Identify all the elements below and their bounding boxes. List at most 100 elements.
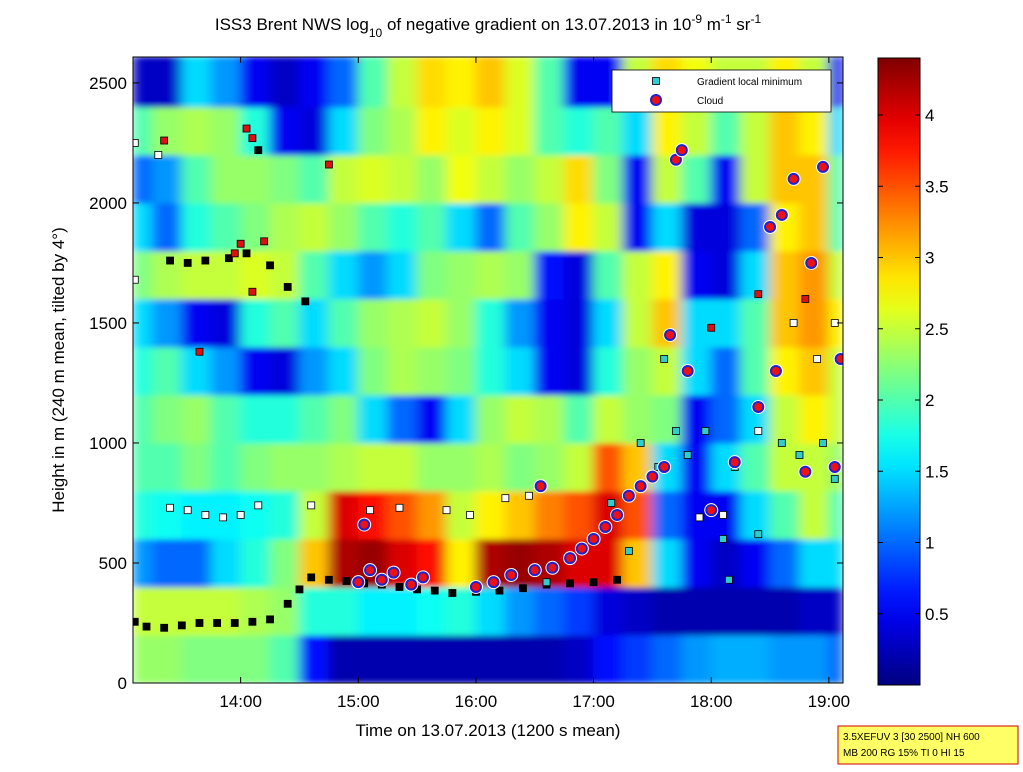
- heat-cell: [504, 250, 536, 300]
- heat-cell: [328, 346, 359, 396]
- colorbar: 0.5 1 1.5 2 2.5 3 3.5 4: [877, 57, 949, 686]
- heat-cell: [446, 634, 477, 683]
- heat-cell: [133, 538, 153, 588]
- marker-circle: [375, 573, 388, 586]
- heat-cell: [622, 250, 653, 300]
- marker-circle: [534, 480, 547, 493]
- x-tick-label: 18:00: [690, 692, 733, 711]
- heat-cell: [534, 298, 565, 348]
- heat-cell: [769, 538, 800, 588]
- marker-circle: [575, 542, 588, 555]
- marker-square: [236, 511, 245, 519]
- colorbar-tick-label: 3.5: [925, 177, 949, 196]
- heat-cell: [416, 202, 448, 252]
- heat-cell: [534, 57, 565, 108]
- marker-circle: [650, 94, 662, 106]
- marker-circle: [634, 480, 647, 493]
- marker-circle: [387, 566, 400, 579]
- heat-cell: [504, 394, 536, 444]
- heat-cell: [446, 154, 477, 204]
- marker-circle: [599, 520, 612, 533]
- heat-cell: [828, 57, 843, 108]
- heat-cell: [416, 346, 448, 396]
- heat-cell: [504, 346, 536, 396]
- marker-circle: [769, 364, 782, 377]
- heat-cell: [475, 394, 506, 444]
- heat-cell: [151, 346, 183, 396]
- marker-square: [183, 506, 192, 515]
- heat-cell: [269, 490, 300, 540]
- marker-circle: [417, 571, 429, 584]
- heat-cell: [651, 490, 683, 540]
- colorbar-tick-label: 1.5: [925, 462, 949, 481]
- heat-cell: [416, 442, 448, 492]
- legend-label: Gradient local minimum: [697, 77, 802, 88]
- marker-square: [183, 259, 192, 267]
- heat-cell: [710, 154, 742, 204]
- marker-circle: [564, 552, 577, 565]
- heat-cell: [133, 442, 153, 492]
- heat-cell: [710, 586, 742, 636]
- heat-cell: [298, 154, 330, 204]
- heat-cell: [475, 57, 506, 108]
- heat-cell: [593, 442, 624, 492]
- heat-cell: [298, 57, 330, 108]
- heat-cell: [181, 154, 212, 204]
- heat-cell: [798, 346, 830, 396]
- heat-cell: [563, 442, 595, 492]
- heat-cell: [240, 538, 271, 588]
- marker-square: [177, 621, 186, 630]
- marker-circle: [752, 400, 765, 413]
- heat-cell: [622, 394, 653, 444]
- heat-cell: [534, 394, 565, 444]
- colorbar-tick-label: 4: [925, 106, 934, 125]
- marker-square: [652, 77, 660, 85]
- chart-title: ISS3 Brent NWS log10 of negative gradien…: [215, 12, 762, 40]
- heat-cell: [240, 394, 271, 444]
- marker-square: [201, 256, 210, 265]
- heat-cell: [740, 586, 771, 636]
- marker-square: [701, 427, 710, 435]
- heat-cell: [475, 154, 506, 204]
- heat-cell: [181, 586, 212, 636]
- marker-square: [789, 319, 798, 327]
- heat-cell: [534, 250, 565, 300]
- marker-square: [683, 451, 692, 459]
- heat-cell: [328, 586, 359, 636]
- heat-cell: [446, 106, 477, 156]
- heat-cell: [446, 538, 477, 588]
- heat-cell: [328, 154, 359, 204]
- marker-square: [342, 577, 351, 585]
- heat-cell: [269, 442, 300, 492]
- heat-cell: [151, 154, 183, 204]
- heat-cell: [151, 202, 183, 252]
- marker-square: [542, 578, 551, 587]
- marker-square: [283, 283, 292, 291]
- marker-square: [724, 575, 733, 584]
- heat-cell: [298, 106, 330, 156]
- marker-square: [754, 290, 763, 299]
- heat-cell: [269, 634, 300, 683]
- annotation-box: [837, 725, 1019, 765]
- heat-cell: [563, 57, 595, 108]
- heat-cell: [504, 106, 536, 156]
- heat-cell: [298, 346, 330, 396]
- marker-square: [801, 295, 810, 303]
- heat-cell: [798, 634, 830, 683]
- heat-cell: [387, 250, 418, 300]
- heat-cell: [563, 490, 595, 540]
- marker-square: [160, 623, 169, 632]
- x-tick-label: 15:00: [337, 692, 380, 711]
- heat-cell: [328, 106, 359, 156]
- heat-cell: [446, 442, 477, 492]
- heat-cell: [740, 106, 771, 156]
- heat-cell: [328, 394, 359, 444]
- heat-cell: [651, 538, 683, 588]
- legend-label: Cloud: [697, 96, 723, 107]
- heat-cell: [681, 154, 712, 204]
- marker-square: [219, 513, 227, 522]
- heat-cell: [475, 298, 506, 348]
- heat-cell: [416, 586, 448, 636]
- marker-circle: [487, 576, 500, 589]
- heat-cell: [210, 57, 242, 108]
